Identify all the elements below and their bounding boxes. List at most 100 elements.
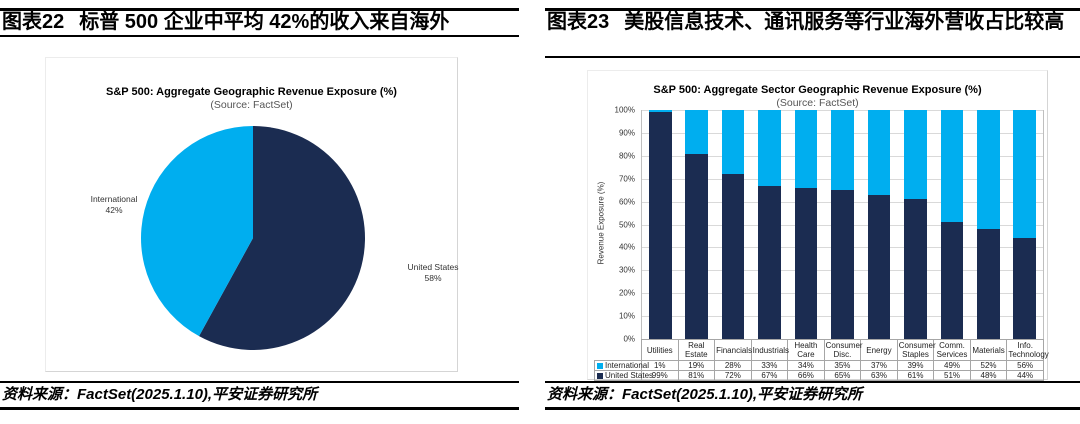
legend-cell: International [594,360,649,371]
value-cell: 28% [714,360,752,371]
figure-label: 图表23 [547,11,610,33]
bar-slot-real-estate [678,110,714,339]
category-header-cell: Consumer Disc. [823,339,863,361]
title-underline [0,35,519,37]
segment-international [758,110,781,186]
figure-title-text: 美股信息技术、通讯服务等行业海外营收占比较高 [624,11,1065,33]
y-tick-label: 100% [614,105,635,115]
segment-international [794,110,818,188]
legend-cell: United States [594,370,653,381]
figure-23-title: 图表23 美股信息技术、通讯服务等行业海外营收占比较高 [547,11,1076,33]
pie-label-united-states-name: United States [407,262,459,272]
stacked-bar [721,110,745,339]
segment-united-states [940,222,964,339]
figure-22-panel: 图表22 标普 500 企业中平均 42%的收入来自海外 S&P 500: Ag… [0,0,519,424]
y-tick-label: 0% [623,334,635,344]
value-cell: 34% [787,360,825,371]
bottom-rule [545,407,1080,410]
segment-united-states [831,190,854,339]
value-cell: 56% [1006,360,1044,371]
bar-series-container [642,110,1043,339]
pie-slice-international [140,126,253,337]
value-cell: 49% [933,360,971,371]
value-cell: 67% [750,370,789,381]
stacked-bar [940,110,964,339]
stacked-bar [758,110,781,339]
segment-united-states [1013,238,1037,339]
value-cell: 35% [823,360,862,371]
category-header-cell: Energy [860,339,898,361]
y-tick-label: 30% [618,265,635,275]
y-tick-label: 70% [618,174,635,184]
bar-slot-health-care [788,110,824,339]
segment-united-states [904,199,927,339]
category-header-cell: Consumer Staples [896,339,936,361]
title-underline [545,56,1080,58]
bar-slot-consumer-disc. [824,110,860,339]
y-tick-label: 90% [618,128,635,138]
source-note: 资料来源：FactSet(2025.1.10),平安证券研究所 [2,386,318,403]
segment-united-states [758,185,781,339]
bar-slot-utilities [642,110,678,339]
segment-united-states [721,174,745,339]
value-cell: 63% [860,370,898,381]
source-top-rule [545,381,1080,383]
segment-united-states [685,153,708,339]
segment-international [831,110,854,191]
y-tick-label: 40% [618,242,635,252]
y-axis-ticks: 100% 90% 80% 70% 60% 50% 40% 30% 20% 10% 0% [588,106,638,344]
stacked-bar [977,110,1000,339]
segment-international [867,110,891,195]
pie-chart-subtitle: (Source: FactSet) [210,99,293,111]
value-cell: 61% [896,370,935,381]
segment-international [648,110,672,113]
source-top-rule [0,381,519,383]
segment-united-states [648,112,672,339]
stacked-bar [1013,110,1037,339]
category-header-cell: Financials [714,339,752,361]
category-header-cell: Real Estate [677,339,716,361]
value-cell: 37% [860,360,898,371]
segment-international [904,110,927,200]
source-note: 资料来源：FactSet(2025.1.10),平安证券研究所 [547,386,863,403]
pie-svg [140,126,365,350]
bar-slot-consumer-staples [897,110,933,339]
figure-title-text: 标普 500 企业中平均 42%的收入来自海外 [79,11,450,33]
table-header-row: Utilities Real Estate Financials Industrial… [595,339,1049,361]
value-cell: 65% [823,370,862,381]
data-table: Utilities Real Estate Financials Industrial… [594,339,1049,381]
table-row-international: International 1% 19% 28% 33% 34% 35% 37% 39% 49% 5… [594,360,1044,371]
category-header-cell: Utilities [641,339,679,361]
segment-international [685,110,708,154]
top-rule [545,8,1080,11]
value-cell: 51% [933,370,971,381]
stacked-bar [831,110,854,339]
bar-plot-area [641,110,1044,340]
segment-united-states [977,229,1000,339]
value-cell: 81% [677,370,716,381]
pie-label-united-states-pct: 58% [424,273,442,283]
figure-22-title: 图表22 标普 500 企业中平均 42%的收入来自海外 [2,11,515,33]
bar-slot-info.-technology [1007,110,1043,339]
table-row-united-states: United States 99% 81% 72% 67% 66% 65% 63% 61% 51%… [594,370,1044,381]
pie-chart: S&P 500: Aggregate Geographic Revenue Ex… [45,57,459,372]
figure-label: 图表22 [2,11,65,33]
value-cell: 72% [714,370,752,381]
stacked-bar [685,110,708,339]
bar-slot-comm.-services [934,110,970,339]
legend-swatch-icon [597,363,603,369]
pie-slice-united-states [199,126,365,350]
category-header-cell: Industrials [750,339,789,361]
category-header-cell: Materials [969,339,1008,361]
bottom-rule [0,407,519,410]
bar-slot-financials [715,110,751,339]
value-cell: 48% [969,370,1008,381]
bar-slot-industrials [751,110,787,339]
segment-united-states [794,187,818,339]
category-header-cell: Info. Technology [1006,339,1049,361]
segment-international [977,110,1000,230]
category-header-cell: Comm. Services [933,339,971,361]
legend-swatch-icon [597,373,603,379]
bar-chart-title: S&P 500: Aggregate Sector Geographic Rev… [653,84,982,96]
